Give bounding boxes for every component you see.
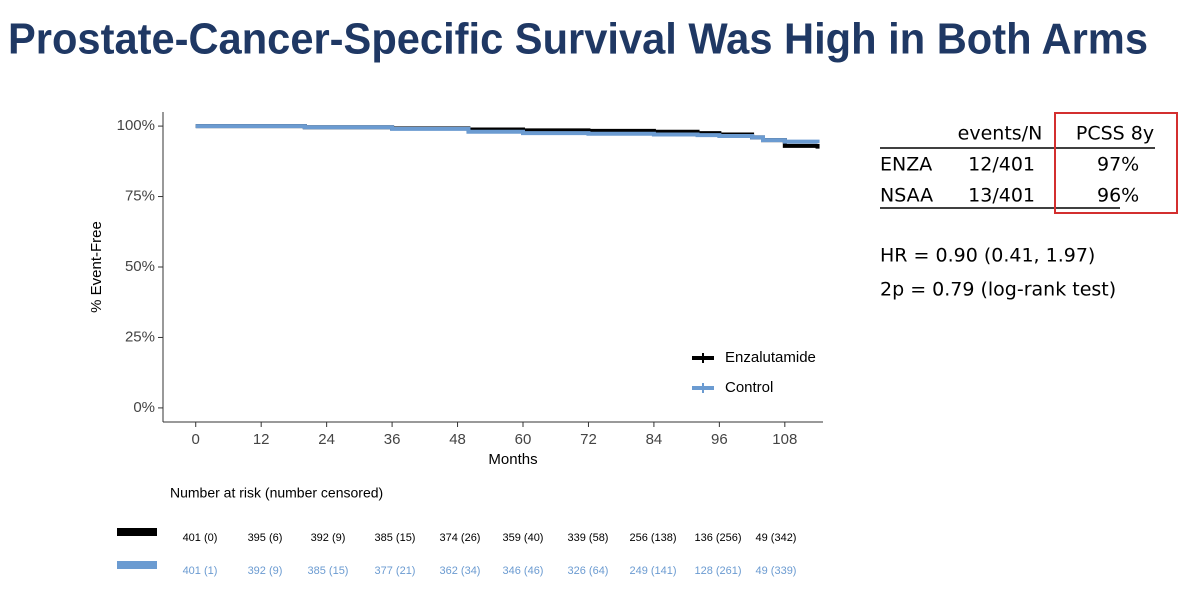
table-cell: 13/401 — [968, 185, 1035, 207]
risk-value: 249 (141) — [629, 565, 676, 577]
risk-value: 401 (0) — [183, 532, 218, 544]
risk-swatch — [117, 528, 157, 536]
x-tick-label: 36 — [384, 431, 401, 448]
table-header: events/N — [958, 123, 1043, 145]
table-cell: ENZA — [880, 154, 932, 176]
risk-value: 392 (9) — [311, 532, 346, 544]
x-tick-label: 60 — [515, 431, 532, 448]
table-cell: 97% — [1097, 154, 1139, 176]
survival-line — [195, 124, 820, 144]
risk-value: 377 (21) — [375, 565, 416, 577]
risk-title: Number at risk (number censored) — [170, 485, 383, 501]
x-tick-label: 48 — [449, 431, 466, 448]
note: 2p = 0.79 (log-rank test) — [880, 279, 1116, 301]
y-axis-label: % Event-Free — [88, 221, 105, 313]
x-axis-label: Months — [488, 451, 537, 468]
x-tick-label: 12 — [253, 431, 270, 448]
slide-title: Prostate-Cancer-Specific Survival Was Hi… — [8, 15, 1148, 64]
x-tick-label: 108 — [772, 431, 797, 448]
risk-value: 385 (15) — [308, 565, 349, 577]
risk-value: 395 (6) — [248, 532, 283, 544]
x-tick-label: 24 — [318, 431, 335, 448]
risk-value: 49 (339) — [756, 565, 797, 577]
x-tick-label: 96 — [711, 431, 728, 448]
y-tick-label: 50% — [125, 258, 155, 275]
highlight-box — [1054, 112, 1178, 214]
risk-value: 359 (40) — [503, 532, 544, 544]
legend-label: Enzalutamide — [725, 349, 816, 366]
risk-value: 256 (138) — [629, 532, 676, 544]
x-tick-label: 84 — [646, 431, 663, 448]
risk-value: 326 (64) — [568, 565, 609, 577]
table-cell: 12/401 — [968, 154, 1035, 176]
risk-value: 392 (9) — [248, 565, 283, 577]
legend-label: Control — [725, 379, 773, 396]
risk-value: 346 (46) — [503, 565, 544, 577]
risk-value: 362 (34) — [440, 565, 481, 577]
y-tick-label: 25% — [125, 328, 155, 345]
x-tick-label: 0 — [192, 431, 200, 448]
risk-value: 385 (15) — [375, 532, 416, 544]
table-header: PCSS 8y — [1076, 123, 1154, 145]
risk-value: 401 (1) — [183, 565, 218, 577]
note: HR = 0.90 (0.41, 1.97) — [880, 245, 1095, 267]
x-tick-label: 72 — [580, 431, 597, 448]
y-tick-label: 75% — [125, 188, 155, 205]
risk-value: 136 (256) — [694, 532, 741, 544]
risk-value: 374 (26) — [440, 532, 481, 544]
risk-value: 49 (342) — [756, 532, 797, 544]
table-cell: 96% — [1097, 185, 1139, 207]
y-tick-label: 0% — [133, 399, 155, 416]
risk-value: 339 (58) — [568, 532, 609, 544]
risk-swatch — [117, 561, 157, 569]
y-tick-label: 100% — [117, 117, 155, 134]
table-cell: NSAA — [880, 185, 933, 207]
risk-value: 128 (261) — [694, 565, 741, 577]
